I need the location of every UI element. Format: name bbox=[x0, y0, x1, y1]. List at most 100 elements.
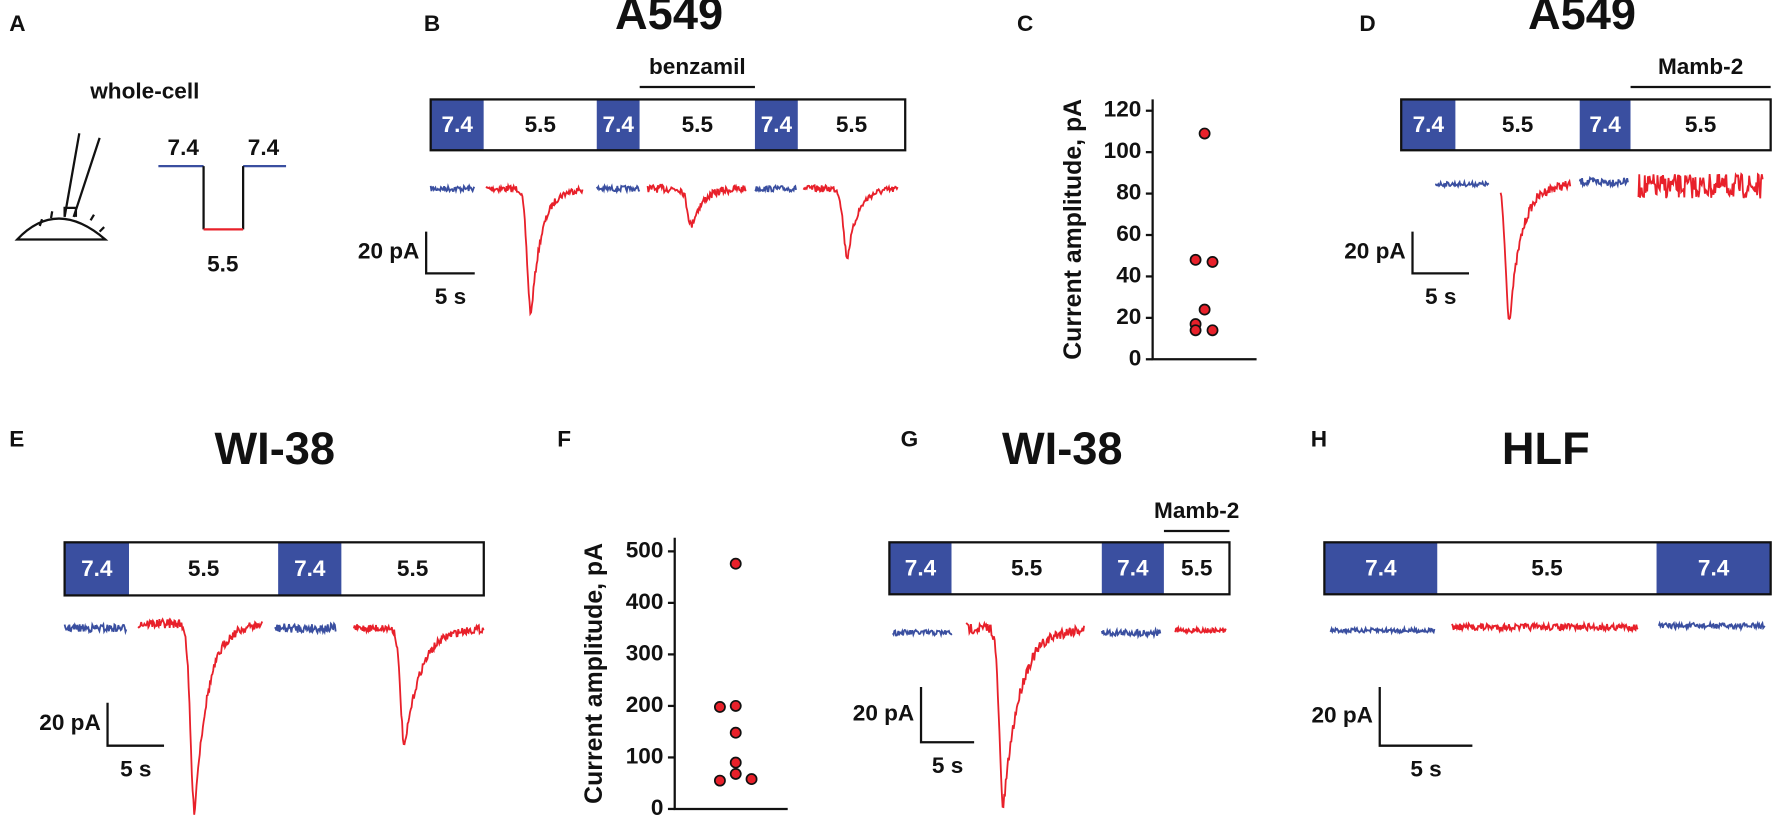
ph-segment bbox=[1401, 99, 1456, 151]
ph-label: 7.4 bbox=[1365, 555, 1397, 580]
current-trace bbox=[1637, 172, 1764, 199]
ph-label: 5.5 bbox=[525, 112, 556, 137]
data-point bbox=[1189, 324, 1202, 337]
y-axis-label: Current amplitude, pA bbox=[581, 543, 608, 804]
y-tick-label: 300 bbox=[626, 640, 664, 665]
scale-time: 5 s bbox=[1410, 757, 1441, 782]
ph-label: 7.4 bbox=[1698, 555, 1730, 580]
scale-time: 5 s bbox=[120, 757, 151, 782]
ph-label: 5.5 bbox=[397, 556, 428, 581]
panel-label: H bbox=[1311, 427, 1327, 452]
ph-label: 5.5 bbox=[1181, 555, 1212, 580]
drug-label: benzamil bbox=[649, 54, 746, 79]
scale-current: 20 pA bbox=[358, 238, 419, 263]
data-point bbox=[745, 773, 758, 786]
scale-current: 20 pA bbox=[1311, 702, 1372, 727]
ph-label: 7.4 bbox=[1589, 112, 1621, 137]
y-tick-label: 80 bbox=[1116, 180, 1141, 205]
current-trace bbox=[63, 621, 128, 636]
data-point bbox=[729, 699, 742, 712]
current-trace bbox=[1451, 620, 1639, 634]
ph-label: 5.5 bbox=[1685, 112, 1716, 137]
ph-label: 7.4 bbox=[294, 556, 326, 581]
current-trace bbox=[965, 620, 1085, 809]
current-trace bbox=[1578, 175, 1629, 189]
drug-label: Mamb-2 bbox=[1658, 54, 1743, 79]
ph-segment bbox=[1163, 542, 1230, 595]
current-trace bbox=[429, 183, 476, 195]
panel-title: WI-38 bbox=[215, 423, 336, 474]
current-trace bbox=[1329, 624, 1436, 636]
panel-title: A549 bbox=[615, 0, 723, 39]
panel-label: C bbox=[1017, 11, 1033, 36]
drug-label: Mamb-2 bbox=[1154, 498, 1239, 523]
data-point bbox=[713, 774, 726, 787]
ph-label: 7.4 bbox=[603, 112, 635, 137]
ph-segment bbox=[1579, 99, 1631, 151]
ph-label: 7.4 bbox=[761, 112, 793, 137]
ph-label: 7.4 bbox=[905, 555, 937, 580]
protocol-box bbox=[429, 98, 907, 152]
current-trace bbox=[754, 184, 797, 194]
ph-segment bbox=[1101, 542, 1164, 595]
scale-current: 20 pA bbox=[1344, 238, 1405, 263]
ph-segment bbox=[1656, 542, 1771, 595]
panel-title: HLF bbox=[1502, 423, 1590, 474]
ph-label: 7.4 bbox=[1413, 112, 1445, 137]
scale-time: 5 s bbox=[1425, 284, 1456, 309]
y-tick-label: 200 bbox=[626, 692, 664, 717]
y-tick-label: 100 bbox=[1104, 138, 1142, 163]
y-tick-label: 0 bbox=[1129, 345, 1142, 370]
current-trace bbox=[137, 617, 264, 815]
ph-segment bbox=[483, 99, 597, 151]
ph-segment bbox=[889, 542, 952, 595]
ph-segment bbox=[129, 542, 279, 596]
current-trace bbox=[1434, 178, 1490, 190]
panel-title: A549 bbox=[1528, 0, 1636, 39]
current-trace bbox=[1499, 178, 1572, 321]
data-point bbox=[729, 756, 742, 769]
current-trace bbox=[1100, 626, 1162, 640]
scale-current: 20 pA bbox=[39, 710, 100, 735]
data-point bbox=[1198, 127, 1211, 140]
y-tick-label: 60 bbox=[1116, 221, 1141, 246]
ph-segment bbox=[797, 99, 906, 151]
data-point bbox=[713, 701, 726, 713]
ph-label: 5.5 bbox=[1502, 112, 1533, 137]
scale-time: 5 s bbox=[435, 284, 466, 309]
panel-label: E bbox=[9, 427, 24, 452]
data-point bbox=[1198, 303, 1211, 316]
pipette-drawing bbox=[14, 133, 109, 241]
current-trace bbox=[892, 627, 953, 639]
ph-segment bbox=[1324, 542, 1438, 595]
ph-label: 7.4 bbox=[81, 556, 113, 581]
y-tick-label: 500 bbox=[626, 537, 664, 562]
scale-bar bbox=[1378, 686, 1473, 747]
protocol-box bbox=[888, 541, 1231, 596]
ph-label: 5.5 bbox=[836, 112, 867, 137]
current-trace bbox=[1174, 624, 1227, 636]
panel-label: A bbox=[9, 11, 25, 36]
ph-segment bbox=[430, 99, 484, 151]
ph-segment bbox=[341, 542, 484, 596]
y-tick-label: 120 bbox=[1104, 97, 1142, 122]
ph-segment bbox=[1630, 99, 1771, 151]
panel-label: G bbox=[901, 427, 919, 452]
protocol-box bbox=[1400, 98, 1772, 152]
current-trace bbox=[1657, 619, 1766, 632]
ph-segment bbox=[596, 99, 640, 151]
data-point bbox=[1206, 324, 1219, 337]
scale-bar bbox=[1411, 231, 1469, 275]
current-trace bbox=[802, 183, 899, 260]
y-tick-label: 0 bbox=[651, 795, 664, 818]
ph-label: 5.5 bbox=[207, 251, 238, 276]
ph-segment bbox=[64, 542, 130, 596]
current-trace bbox=[274, 621, 337, 636]
scale-bar bbox=[425, 231, 475, 275]
data-point bbox=[1206, 256, 1219, 268]
panel-title: WI-38 bbox=[1002, 423, 1123, 474]
caption: whole-cell bbox=[89, 79, 199, 104]
ph-segment bbox=[951, 542, 1102, 595]
scale-bar bbox=[106, 702, 165, 747]
